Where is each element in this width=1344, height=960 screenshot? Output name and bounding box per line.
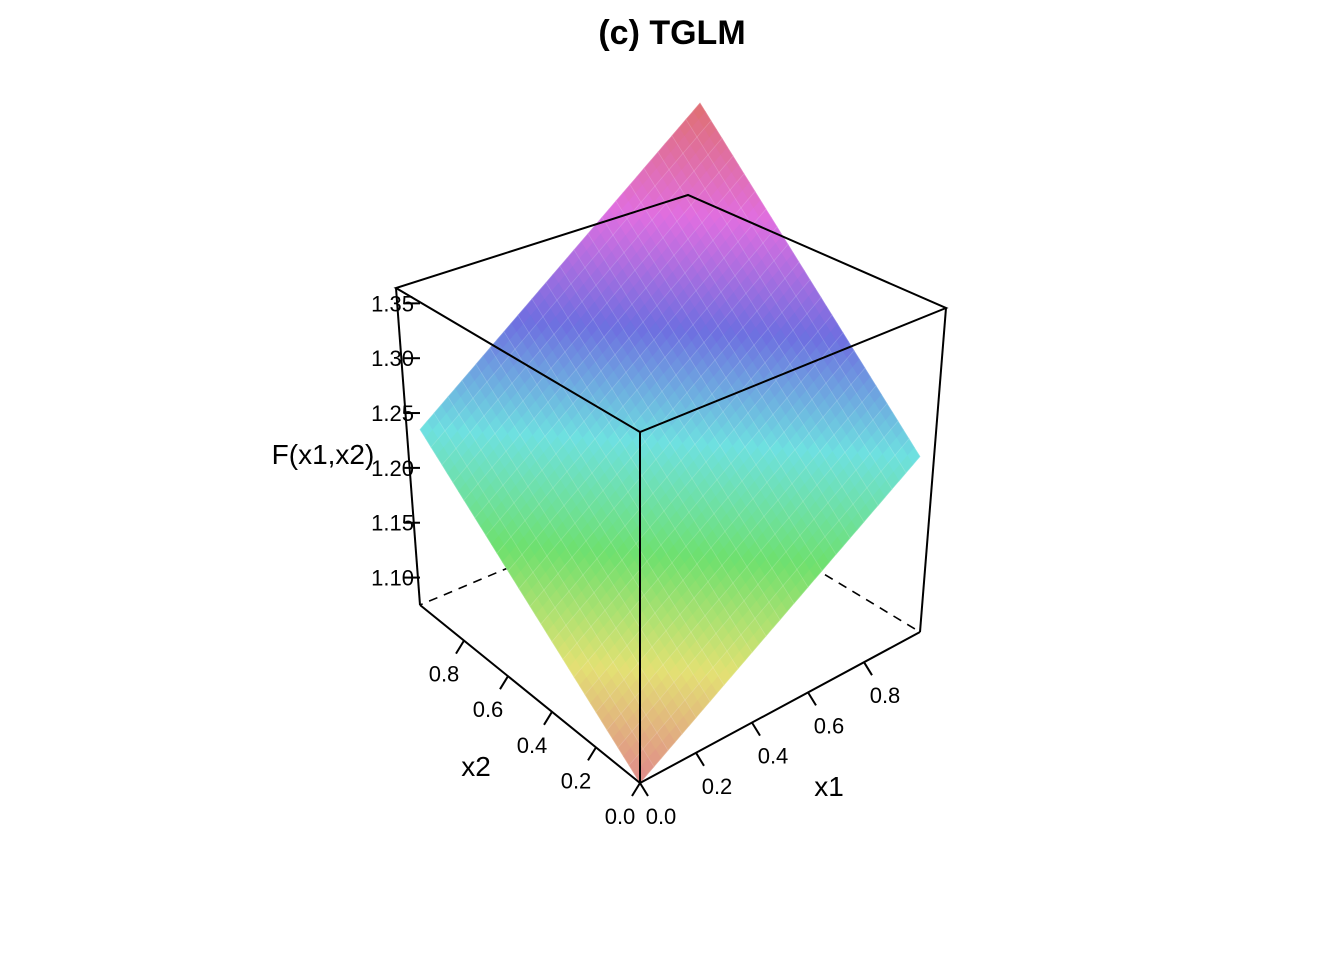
box-bottom-left-edge xyxy=(419,604,641,784)
mesh-line xyxy=(430,120,712,448)
x2-tick-mark xyxy=(631,782,641,797)
box-left-vertical-edge xyxy=(395,287,421,606)
z-tick-label: 1.15 xyxy=(371,511,414,536)
mesh-line xyxy=(562,332,844,660)
x1-tick-mark xyxy=(751,722,761,737)
z-tick-label: 1.10 xyxy=(371,566,414,591)
x1-tick-label: 0.2 xyxy=(702,774,733,799)
x2-tick-label: 0.6 xyxy=(473,697,504,722)
mesh-line xyxy=(529,279,811,607)
mesh-line xyxy=(474,191,756,519)
mesh-line xyxy=(617,420,899,748)
mesh-line xyxy=(419,102,701,430)
mesh-line xyxy=(628,438,910,766)
mesh-line xyxy=(452,155,734,483)
x1-tick-mark xyxy=(863,661,873,676)
x2-tick-label: 0.0 xyxy=(605,804,636,829)
x2-axis-label: x2 xyxy=(461,751,491,782)
z-tick-label: 1.35 xyxy=(371,291,414,316)
mesh-line xyxy=(507,244,789,572)
x2-tick-mark xyxy=(543,711,553,726)
x1-tick-mark xyxy=(807,691,817,706)
mesh-line xyxy=(463,173,745,501)
x1-tick-label: 0.8 xyxy=(870,683,901,708)
x2-tick-label: 0.2 xyxy=(561,768,592,793)
mesh-line xyxy=(551,314,833,642)
mesh-line xyxy=(671,135,893,490)
box-bottom-right-edge xyxy=(639,631,921,784)
mesh-line xyxy=(419,429,641,784)
z-tick-label: 1.20 xyxy=(371,456,414,481)
mesh-line xyxy=(559,266,781,621)
mesh-line xyxy=(447,396,669,751)
mesh-line xyxy=(475,363,697,718)
mesh-line xyxy=(639,456,921,784)
mesh-line xyxy=(441,138,723,466)
mesh-line xyxy=(606,403,888,731)
x1-tick-mark xyxy=(639,782,649,797)
x1-tick-label: 0.4 xyxy=(758,744,789,769)
mesh-line xyxy=(584,367,866,695)
mesh-line xyxy=(433,412,655,767)
mesh-line xyxy=(531,298,753,653)
chart-title: (c) TGLM xyxy=(598,14,745,52)
mesh-line xyxy=(540,297,822,625)
z-axis-label: F(x1,x2) xyxy=(272,439,375,470)
mesh-line xyxy=(699,102,921,457)
mesh-line xyxy=(595,385,877,713)
box-right-vertical-edge xyxy=(919,307,947,633)
mesh-line xyxy=(503,331,725,686)
mesh-line xyxy=(629,184,851,539)
x1-tick-label: 0.6 xyxy=(814,713,845,738)
x1-tick-label: 0.0 xyxy=(646,804,677,829)
mesh-line xyxy=(573,249,795,604)
mesh-line xyxy=(685,119,907,474)
mesh-line xyxy=(545,282,767,637)
surface xyxy=(419,102,921,784)
x2-tick-mark xyxy=(455,640,465,655)
z-tick-label: 1.30 xyxy=(371,346,414,371)
mesh-line xyxy=(643,168,865,523)
mesh-line xyxy=(485,208,767,536)
mesh-line xyxy=(587,233,809,588)
mesh-line xyxy=(517,314,739,669)
mesh-line xyxy=(496,226,778,554)
mesh-line xyxy=(461,380,683,735)
bounding-box xyxy=(393,193,949,784)
x2-tick-mark xyxy=(499,675,509,690)
x1-axis-label: x1 xyxy=(814,771,844,802)
x1-tick-mark xyxy=(695,752,705,767)
mesh-line xyxy=(657,151,879,506)
mesh-line xyxy=(615,200,837,555)
mesh-line xyxy=(601,217,823,572)
z-tick-label: 1.25 xyxy=(371,401,414,426)
axes: 0.0 0.2 0.4 0.6 0.8 0.0 0.2 0.4 0.6 0.8 1.10 1.15 1.… xyxy=(371,291,900,829)
x2-tick-mark xyxy=(587,746,597,761)
x2-tick-label: 0.4 xyxy=(517,733,548,758)
mesh-line xyxy=(573,350,855,678)
mesh-line xyxy=(489,347,711,702)
x2-tick-label: 0.8 xyxy=(429,662,460,687)
